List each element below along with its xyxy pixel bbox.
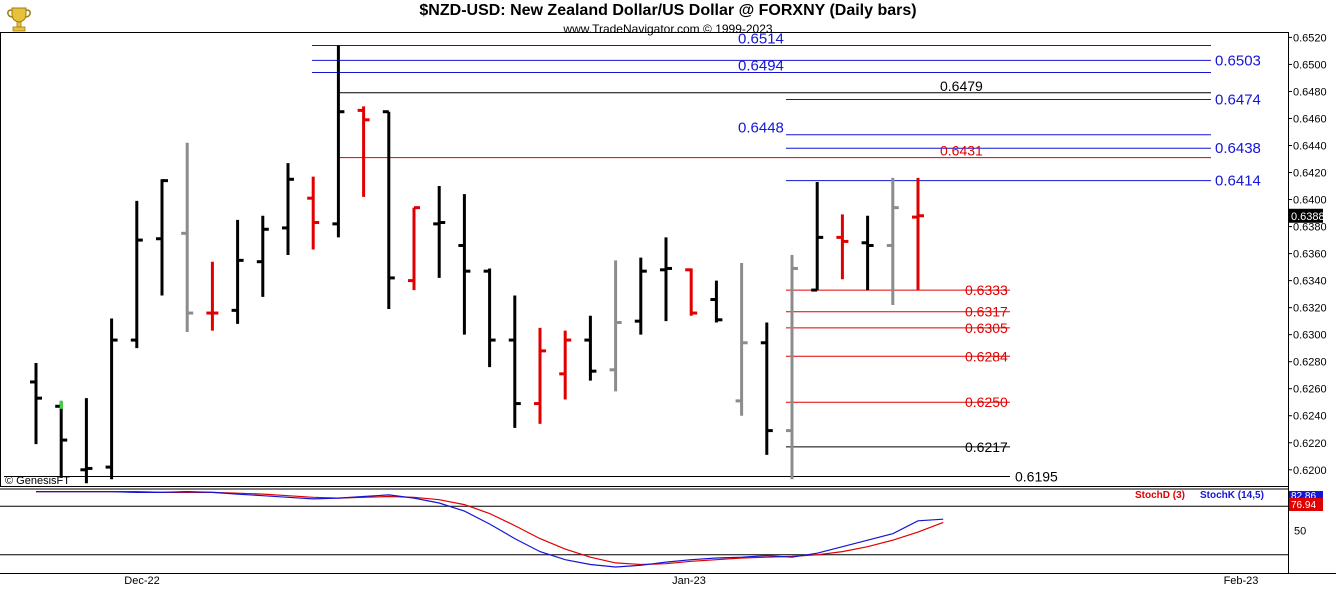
price-tick-label: 0.6440 bbox=[1293, 141, 1327, 153]
level-label: 0.6284 bbox=[965, 348, 1008, 364]
price-tick-label: 0.6360 bbox=[1293, 249, 1327, 261]
price-tick-label: 0.6320 bbox=[1293, 303, 1327, 315]
price-tick-label: 0.6420 bbox=[1293, 168, 1327, 180]
last-price-label: 0.6388 bbox=[1291, 211, 1325, 223]
stoch-d-value: 76.94 bbox=[1291, 500, 1316, 511]
level-label: 0.6431 bbox=[940, 143, 983, 159]
level-label: 0.6479 bbox=[940, 78, 983, 94]
level-label: 0.6448 bbox=[738, 120, 784, 137]
stoch-k-line bbox=[36, 490, 944, 568]
price-tick-label: 0.6260 bbox=[1293, 384, 1327, 396]
stoch-d-line bbox=[36, 491, 944, 566]
level-label: 0.6217 bbox=[965, 439, 1008, 455]
stoch-tick-label: 50 bbox=[1294, 526, 1306, 538]
time-axis-label: Jan-23 bbox=[672, 575, 706, 587]
level-label: 0.6317 bbox=[965, 304, 1008, 320]
level-label: 0.6503 bbox=[1215, 52, 1261, 69]
price-tick-label: 0.6340 bbox=[1293, 276, 1327, 288]
price-panel-frame bbox=[0, 32, 1289, 487]
level-label: 0.6305 bbox=[965, 320, 1008, 336]
level-label: 0.6414 bbox=[1215, 173, 1261, 190]
price-tick-label: 0.6480 bbox=[1293, 86, 1327, 98]
stoch-k-value: 82.86 bbox=[1291, 491, 1316, 502]
level-label: 0.6514 bbox=[738, 31, 784, 48]
last-price-box bbox=[1289, 208, 1323, 223]
level-label: 0.6438 bbox=[1215, 140, 1261, 157]
stoch-legend-d: StochD (3) bbox=[1135, 490, 1185, 501]
level-label: 0.6195 bbox=[1015, 469, 1058, 485]
time-axis-label: Feb-23 bbox=[1224, 575, 1259, 587]
chart-title: $NZD-USD: New Zealand Dollar/US Dollar @… bbox=[419, 2, 917, 19]
time-axis-label: Dec-22 bbox=[124, 575, 159, 587]
price-tick-label: 0.6300 bbox=[1293, 330, 1327, 342]
price-tick-label: 0.6240 bbox=[1293, 411, 1327, 423]
price-tick-label: 0.6280 bbox=[1293, 357, 1327, 369]
level-label: 0.6494 bbox=[738, 58, 784, 75]
watermark: © GenesisFT bbox=[5, 475, 70, 487]
price-tick-label: 0.6500 bbox=[1293, 59, 1327, 71]
price-tick-label: 0.6520 bbox=[1293, 32, 1327, 44]
stoch-k-box bbox=[1289, 491, 1323, 499]
stoch-d-box bbox=[1289, 498, 1323, 511]
level-label: 0.6474 bbox=[1215, 92, 1261, 109]
price-tick-label: 0.6380 bbox=[1293, 222, 1327, 234]
price-tick-label: 0.6200 bbox=[1293, 465, 1327, 477]
stoch-legend-k: StochK (14,5) bbox=[1200, 490, 1264, 501]
price-tick-label: 0.6400 bbox=[1293, 195, 1327, 207]
price-tick-label: 0.6220 bbox=[1293, 438, 1327, 450]
price-tick-label: 0.6460 bbox=[1293, 113, 1327, 125]
trophy-logo-icon bbox=[4, 4, 34, 34]
level-label: 0.6333 bbox=[965, 282, 1008, 298]
level-label: 0.6250 bbox=[965, 394, 1008, 410]
